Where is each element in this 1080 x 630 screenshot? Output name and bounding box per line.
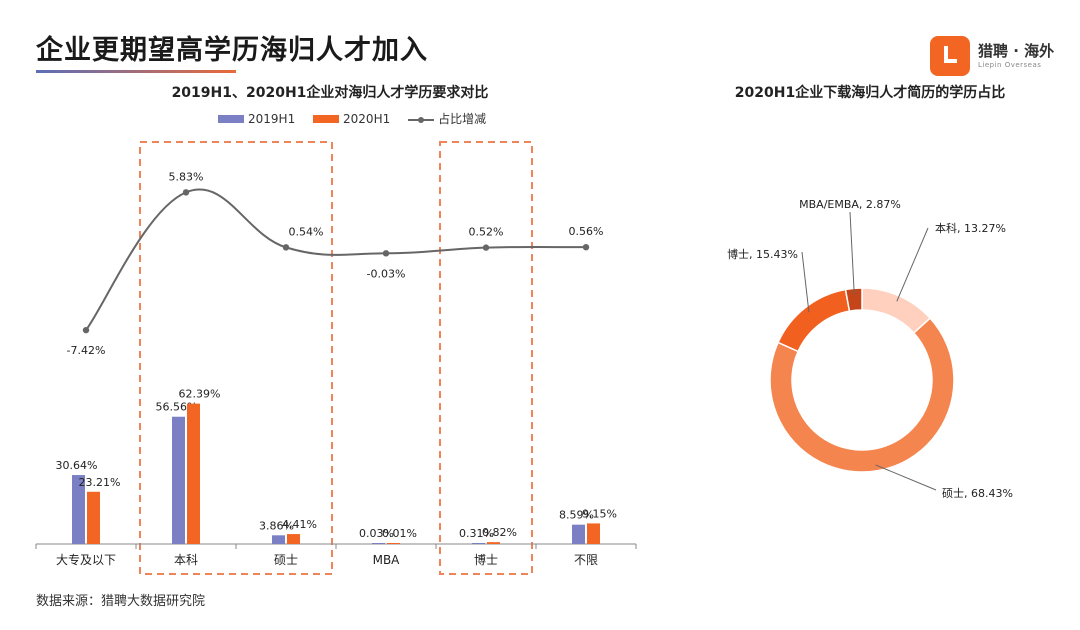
bar-2019 [472,543,485,544]
x-tick-label: 硕士 [274,553,298,567]
line-point [382,250,390,257]
logo: 猎聘 · 海外 Liepin Overseas [930,36,1070,76]
bar-chart-legend: 2019H1 2020H1 占比增减 [218,110,500,127]
legend-item-2020: 2020H1 [313,112,390,126]
donut-slice-label: 本科, 13.27% [935,221,1006,235]
line-point [282,244,290,251]
bar-data-label: 8.59% [559,509,594,522]
bar-2020 [587,523,600,544]
bar-2020 [187,403,200,544]
line-data-label: 0.52% [469,226,504,239]
x-tick-label: 本科 [174,553,198,567]
bar-2020 [87,491,100,544]
liepin-logo-icon [930,36,970,76]
legend-label-2020: 2020H1 [343,111,391,126]
bar-data-label: 56.56% [156,401,198,414]
highlight-box-0 [139,141,333,575]
donut-leader-line [875,464,937,491]
bar-data-label: 23.21% [79,476,121,489]
bar-2020 [487,542,500,544]
donut-slice-0 [861,287,932,335]
highlight-box-1 [439,141,533,575]
bar-2019 [72,475,85,544]
donut-slice-2 [777,288,851,353]
bar-data-label: 30.64% [56,459,98,472]
legend-item-change: 占比增减 [408,110,486,127]
bar-2020 [387,543,400,544]
donut-slice-label: 博士, 15.43% [727,248,798,261]
bar-2019 [172,416,185,544]
donut-leader-line [849,211,855,295]
bar-2020 [287,534,300,544]
line-data-label: 0.54% [289,225,324,238]
bar-2019 [572,524,585,544]
bar-line-chart: 30.64% 23.21% 大专及以下 56.56%62.39% 本科 3.86%4.41… [35,141,637,575]
bar-chart-title: 2019H1、2020H1企业对海归人才学历要求对比 [171,85,489,101]
page-title: 企业更期望高学历海归人才加入 [36,35,428,66]
line-data-label: -0.03% [367,267,406,280]
legend-label-change: 占比增减 [438,112,487,126]
bar-2019 [272,535,285,544]
line-data-label: 0.56% [569,225,604,238]
x-tick-label: 博士 [474,552,498,567]
bar-data-label: 0.31% [459,527,494,540]
donut-leader-line [896,227,929,302]
legend-swatch-2020 [313,115,340,123]
line-point [482,244,490,251]
x-tick-label: 大专及以下 [56,552,116,567]
donut-slice-1 [769,317,955,473]
bar-2019 [372,543,385,544]
data-source: 数据来源：猎聘大数据研究院 [36,594,206,609]
x-tick-label: 不限 [574,553,598,567]
line-point [182,189,190,196]
donut-chart: 本科, 13.27% 硕士, 68.43% 博士, 15.43% MBA/EMBA, … [727,198,1013,500]
bar-data-label: 0.01% [382,527,417,540]
donut-slice-label: 硕士, 68.43% [942,487,1013,500]
donut-slice-3 [844,287,863,313]
x-tick-label: MBA [373,553,401,567]
line-series-change [85,188,587,331]
line-point [82,326,90,334]
donut-chart-title: 2020H1企业下载海归人才简历的学历占比 [734,85,1006,101]
logo-subtitle: Liepin Overseas [978,61,1042,69]
donut-leader-line [801,251,810,313]
logo-name: 猎聘 · 海外 [978,42,1055,60]
bar-data-label: 4.41% [282,518,317,531]
title-underline [36,70,236,73]
bar-data-label: 0.03% [359,527,394,540]
line-point [582,243,590,251]
legend-swatch-2019 [218,115,244,123]
line-data-label: -7.42% [67,344,106,357]
legend-label-2019: 2019H1 [248,111,296,126]
donut-slice-label: MBA/EMBA, 2.87% [799,198,901,211]
bar-data-label: 9.15% [582,507,617,520]
bar-data-label: 62.39% [179,388,221,401]
bar-data-label: 0.82% [482,526,517,539]
legend-swatch-line [408,115,435,125]
line-data-label: 5.83% [169,170,204,183]
legend-item-2019: 2019H1 [218,112,295,126]
bar-data-label: 3.86% [259,519,294,532]
